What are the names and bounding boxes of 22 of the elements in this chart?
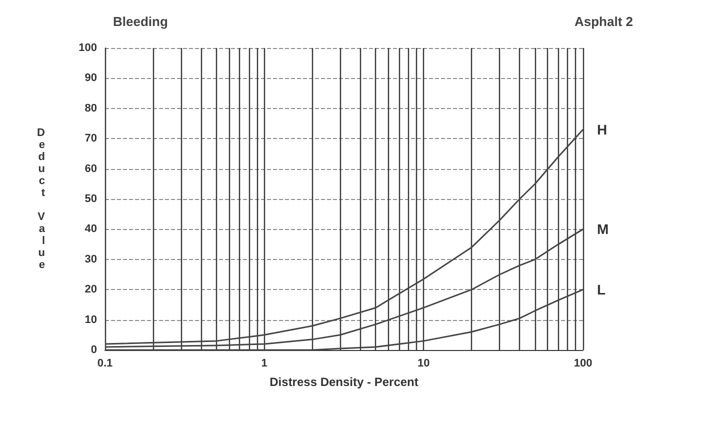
chart-title: Bleeding: [113, 14, 168, 29]
y-tick-label: 80: [84, 102, 97, 114]
y-tick-label: 60: [84, 162, 97, 175]
x-tick-label: 1: [261, 358, 268, 370]
x-tick-label: 0.1: [97, 358, 113, 370]
y-tick-label: 70: [84, 132, 97, 145]
y-tick-label: 10: [84, 314, 97, 326]
y-tick-label: 100: [78, 42, 97, 54]
y-tick-label: 50: [84, 193, 97, 205]
y-tick-label: 90: [84, 72, 97, 84]
y-tick-label: 30: [84, 253, 97, 266]
x-tick-label: 100: [574, 358, 592, 370]
x-axis-title: Distress Density - Percent: [270, 375, 418, 389]
series-label: M: [597, 221, 609, 238]
series-label: H: [597, 122, 608, 138]
chart-subtitle: Asphalt 2: [574, 14, 634, 29]
y-tick-label: 0: [90, 344, 97, 356]
y-tick-label: 40: [84, 223, 97, 236]
series-label: L: [597, 282, 606, 298]
y-tick-label: 20: [84, 284, 97, 296]
text: Deduct Value: [37, 127, 45, 271]
x-tick-label: 10: [418, 358, 430, 370]
